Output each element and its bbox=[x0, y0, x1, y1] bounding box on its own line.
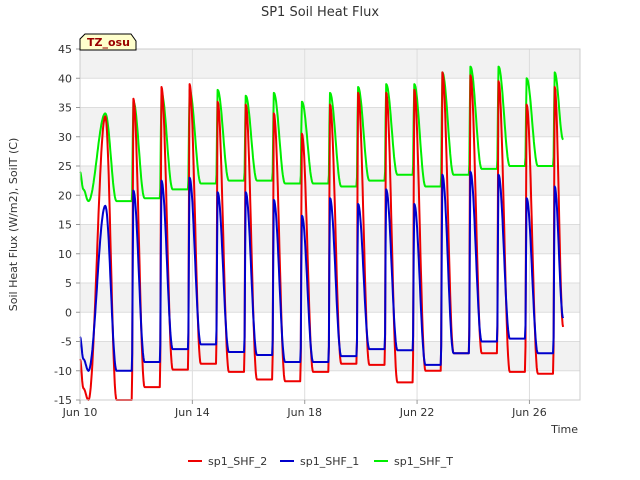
y-tick-label: -15 bbox=[54, 394, 72, 407]
y-tick-label: 30 bbox=[58, 131, 72, 144]
x-tick-label: Jun 26 bbox=[511, 406, 547, 419]
x-tick-label: Jun 10 bbox=[62, 406, 98, 419]
series-layer bbox=[79, 65, 565, 401]
plot-band bbox=[80, 341, 580, 371]
chart-title: SP1 Soil Heat Flux bbox=[261, 5, 379, 20]
site-badge-box bbox=[79, 33, 137, 51]
y-tick-label: 0 bbox=[65, 306, 72, 319]
y-tick-label: 20 bbox=[58, 189, 72, 202]
x-tick-label: Jun 18 bbox=[286, 406, 322, 419]
y-tick-label: -10 bbox=[54, 365, 72, 378]
plot-band bbox=[80, 49, 580, 79]
y-tick-label: 40 bbox=[58, 72, 72, 85]
x-axis-label: Time bbox=[550, 423, 578, 436]
legend: sp1_SHF_2 sp1_SHF_1 sp1_SHF_T bbox=[188, 455, 453, 468]
y-tick-label: -5 bbox=[61, 336, 72, 349]
y-tick-label: 5 bbox=[65, 277, 72, 290]
y-tick-label: 15 bbox=[58, 219, 72, 232]
y-tick-label: 25 bbox=[58, 160, 72, 173]
plot-band bbox=[80, 370, 580, 400]
legend-label: sp1_SHF_2 bbox=[208, 455, 267, 468]
series-line-sp1-shf-1 bbox=[79, 170, 565, 372]
y-tick-label: 10 bbox=[58, 248, 72, 261]
y-tick-label: 45 bbox=[58, 43, 72, 56]
x-tick-label: Jun 22 bbox=[399, 406, 435, 419]
y-axis-label: Soil Heat Flux (W/m2), SoilT (C) bbox=[7, 138, 20, 311]
x-tick-label: Jun 14 bbox=[174, 406, 210, 419]
site-badge: TZ_osu bbox=[79, 33, 137, 51]
legend-label: sp1_SHF_1 bbox=[300, 455, 359, 468]
legend-label: sp1_SHF_T bbox=[394, 455, 453, 468]
y-axis-ticks: -15 -10 -5 0 5 10 15 20 25 30 35 40 45 bbox=[54, 43, 80, 407]
y-tick-label: 35 bbox=[58, 102, 72, 115]
site-badge-label: TZ_osu bbox=[87, 36, 130, 49]
x-axis-ticks: Jun 10 Jun 14 Jun 18 Jun 22 Jun 26 bbox=[62, 400, 547, 419]
